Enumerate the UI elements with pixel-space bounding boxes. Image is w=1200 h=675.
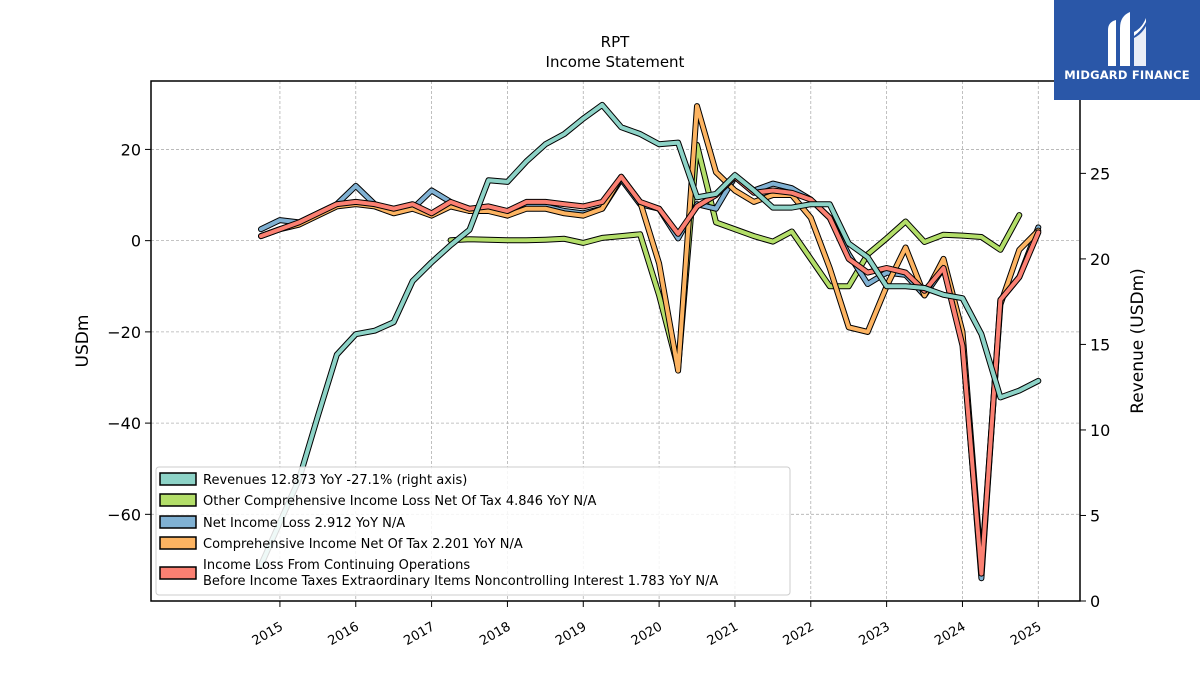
x-axis-tick-label: 2022 (781, 619, 817, 649)
x-axis-tick-label: 2019 (553, 619, 589, 649)
right-axis-tick-label: 0 (1090, 592, 1100, 611)
legend-label-other-comprehensive: Other Comprehensive Income Loss Net Of T… (203, 494, 597, 509)
series-line-0 (259, 102, 1041, 568)
chart-title: RPT (601, 33, 630, 51)
logo-text: MIDGARD FINANCE (1064, 68, 1190, 82)
right-axis-tick-label: 10 (1090, 421, 1110, 440)
legend-label-income-continuing-ops-line2: Before Income Taxes Extraordinary Items … (203, 574, 718, 589)
x-axis: 2015 2016 2017 2018 2019 2020 2021 2022 2023 2024… (250, 601, 1044, 649)
left-axis-tick-label: 0 (131, 232, 141, 251)
series-line-3 (259, 104, 1041, 572)
legend-label-comprehensive-income: Comprehensive Income Net Of Tax 2.201 Yo… (203, 537, 523, 552)
left-axis-tick-label: −40 (107, 414, 141, 433)
legend-box (155, 466, 791, 596)
x-axis-tick-label: 2021 (705, 619, 741, 649)
left-axis-tick-label: 20 (121, 140, 141, 159)
legend-swatch-revenues (159, 472, 197, 486)
midgard-logo-icon (1108, 12, 1146, 66)
left-axis-tick-label: −20 (107, 323, 141, 342)
left-y-axis: 20 0 −20 −40 −60 (107, 140, 151, 524)
right-axis-tick-label: 5 (1090, 506, 1100, 525)
right-axis-label: Revenue (USDm) (1128, 268, 1148, 414)
x-axis-tick-label: 2024 (932, 619, 968, 649)
x-axis-tick-label: 2025 (1008, 619, 1044, 649)
grid-lines (151, 81, 1080, 601)
chart-subtitle: Income Statement (546, 53, 685, 71)
series-line-1 (448, 142, 1022, 371)
legend-swatch-other-comprehensive (159, 493, 197, 507)
x-axis-tick-label: 2017 (401, 619, 437, 649)
right-axis-tick-label: 20 (1090, 250, 1110, 269)
plot-frame (150, 80, 1081, 602)
x-axis-tick-label: 2015 (250, 619, 286, 649)
right-axis-tick-label: 15 (1090, 335, 1110, 354)
x-axis-tick-label: 2023 (856, 619, 892, 649)
legend-swatch-income-continuing-ops (159, 566, 197, 580)
midgard-finance-logo: MIDGARD FINANCE (1054, 0, 1200, 100)
series-layer (258, 101, 1042, 582)
legend-label-income-continuing-ops-line1: Income Loss From Continuing Operations (203, 558, 470, 573)
legend: Revenues 12.873 YoY -27.1% (right axis) … (155, 466, 791, 596)
left-axis-label: USDm (73, 315, 93, 368)
legend-label-net-income: Net Income Loss 2.912 YoY N/A (203, 516, 405, 531)
x-axis-tick-label: 2018 (477, 619, 513, 649)
legend-swatch-comprehensive-income (159, 536, 197, 550)
x-axis-tick-label: 2020 (629, 619, 665, 649)
right-axis-tick-label: 25 (1090, 164, 1110, 183)
left-axis-tick-label: −60 (107, 505, 141, 524)
x-axis-tick-label: 2016 (326, 619, 362, 649)
series-line-4 (259, 174, 1041, 576)
legend-label-revenues: Revenues 12.873 YoY -27.1% (right axis) (203, 473, 467, 488)
legend-swatch-net-income (159, 515, 197, 529)
right-y-axis: 051015202530 (1080, 79, 1110, 611)
